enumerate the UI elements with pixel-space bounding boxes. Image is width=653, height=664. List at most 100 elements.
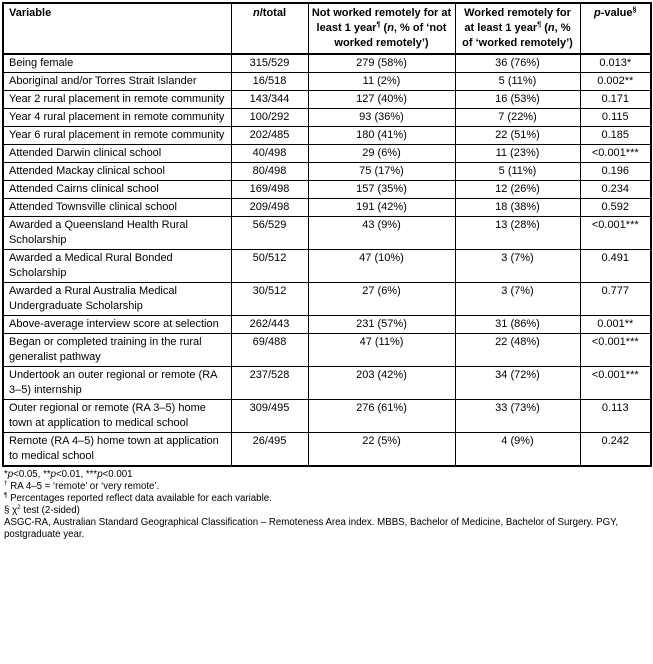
table-row: Began or completed training in the rural…	[2, 333, 652, 367]
header-p-value: p-value§	[579, 2, 652, 55]
cell-p-value: 0.592	[579, 198, 652, 217]
cell-n-total: 262/443	[230, 315, 309, 334]
cell-variable: Above-average interview score at selecti…	[2, 315, 232, 334]
cell-n-total: 40/498	[230, 144, 309, 163]
cell-not-worked-remotely: 47 (11%)	[307, 333, 456, 367]
cell-variable: Being female	[2, 53, 232, 73]
cell-worked-remotely: 31 (86%)	[454, 315, 581, 334]
table-row: Undertook an outer regional or remote (R…	[2, 366, 652, 400]
cell-not-worked-remotely: 231 (57%)	[307, 315, 456, 334]
cell-worked-remotely: 3 (7%)	[454, 249, 581, 283]
cell-n-total: 202/485	[230, 126, 309, 145]
cell-not-worked-remotely: 203 (42%)	[307, 366, 456, 400]
cell-worked-remotely: 13 (28%)	[454, 216, 581, 250]
table-row: Attended Mackay clinical school 80/498 7…	[2, 162, 652, 181]
cell-p-value: 0.196	[579, 162, 652, 181]
cell-not-worked-remotely: 47 (10%)	[307, 249, 456, 283]
cell-p-value: 0.113	[579, 399, 652, 433]
cell-not-worked-remotely: 191 (42%)	[307, 198, 456, 217]
cell-variable: Outer regional or remote (RA 3–5) home t…	[2, 399, 232, 433]
header-row: Variable n/total Not worked remotely for…	[2, 2, 652, 55]
cell-p-value: 0.115	[579, 108, 652, 127]
table-row: Awarded a Rural Australia Medical Underg…	[2, 282, 652, 316]
table-row: Attended Darwin clinical school 40/498 2…	[2, 144, 652, 163]
cell-not-worked-remotely: 43 (9%)	[307, 216, 456, 250]
cell-p-value: <0.001***	[579, 144, 652, 163]
cell-worked-remotely: 5 (11%)	[454, 72, 581, 91]
table-row: Aboriginal and/or Torres Strait Islander…	[2, 72, 652, 91]
header-n-total: n/total	[230, 2, 309, 55]
cell-variable: Attended Darwin clinical school	[2, 144, 232, 163]
header-worked-remotely: Worked remotely for at least 1 year¶ (n,…	[454, 2, 581, 55]
cell-n-total: 56/529	[230, 216, 309, 250]
cell-p-value: <0.001***	[579, 216, 652, 250]
cell-variable: Began or completed training in the rural…	[2, 333, 232, 367]
cell-p-value: 0.171	[579, 90, 652, 109]
table-row: Above-average interview score at selecti…	[2, 315, 652, 334]
cell-worked-remotely: 3 (7%)	[454, 282, 581, 316]
cell-p-value: 0.242	[579, 432, 652, 467]
table-row: Remote (RA 4–5) home town at application…	[2, 432, 652, 467]
cell-variable: Undertook an outer regional or remote (R…	[2, 366, 232, 400]
table-header: Variable n/total Not worked remotely for…	[2, 2, 652, 55]
cell-worked-remotely: 22 (48%)	[454, 333, 581, 367]
cell-n-total: 80/498	[230, 162, 309, 181]
cell-variable: Awarded a Queensland Health Rural Schola…	[2, 216, 232, 250]
cell-n-total: 237/528	[230, 366, 309, 400]
footnote-ra-definition: † RA 4–5 = ‘remote’ or ‘very remote’.	[4, 479, 160, 492]
cell-not-worked-remotely: 279 (58%)	[307, 53, 456, 73]
cell-variable: Awarded a Rural Australia Medical Underg…	[2, 282, 232, 316]
cell-n-total: 309/495	[230, 399, 309, 433]
cell-not-worked-remotely: 11 (2%)	[307, 72, 456, 91]
footnotes: *p<0.05, **p<0.01, ***p<0.001 † RA 4–5 =…	[2, 469, 651, 541]
cell-p-value: 0.002**	[579, 72, 652, 91]
cell-p-value: <0.001***	[579, 333, 652, 367]
table-row: Attended Cairns clinical school 169/498 …	[2, 180, 652, 199]
cell-worked-remotely: 5 (11%)	[454, 162, 581, 181]
cell-variable: Year 6 rural placement in remote communi…	[2, 126, 232, 145]
header-not-worked-remotely: Not worked remotely for at least 1 year¶…	[307, 2, 456, 55]
cell-not-worked-remotely: 127 (40%)	[307, 90, 456, 109]
cell-p-value: 0.234	[579, 180, 652, 199]
cell-worked-remotely: 22 (51%)	[454, 126, 581, 145]
cell-p-value: 0.185	[579, 126, 652, 145]
cell-n-total: 209/498	[230, 198, 309, 217]
table-row: Year 4 rural placement in remote communi…	[2, 108, 652, 127]
paper-table-page: Variable n/total Not worked remotely for…	[2, 2, 652, 541]
cell-not-worked-remotely: 180 (41%)	[307, 126, 456, 145]
cell-worked-remotely: 4 (9%)	[454, 432, 581, 467]
cell-worked-remotely: 16 (53%)	[454, 90, 581, 109]
cell-variable: Attended Cairns clinical school	[2, 180, 232, 199]
cell-p-value: 0.013*	[579, 53, 652, 73]
footnote-chi-square-test: § χ2 test (2-sided)	[4, 503, 80, 516]
cell-n-total: 100/292	[230, 108, 309, 127]
cell-worked-remotely: 12 (26%)	[454, 180, 581, 199]
table-row: Outer regional or remote (RA 3–5) home t…	[2, 399, 652, 433]
cell-n-total: 69/488	[230, 333, 309, 367]
cell-not-worked-remotely: 276 (61%)	[307, 399, 456, 433]
cell-n-total: 16/518	[230, 72, 309, 91]
cell-n-total: 26/495	[230, 432, 309, 467]
cell-worked-remotely: 7 (22%)	[454, 108, 581, 127]
table-row: Awarded a Queensland Health Rural Schola…	[2, 216, 652, 250]
cell-variable: Attended Mackay clinical school	[2, 162, 232, 181]
cell-not-worked-remotely: 29 (6%)	[307, 144, 456, 163]
table-row: Year 6 rural placement in remote communi…	[2, 126, 652, 145]
cell-worked-remotely: 11 (23%)	[454, 144, 581, 163]
header-variable: Variable	[2, 2, 232, 55]
table-row: Attended Townsville clinical school 209/…	[2, 198, 652, 217]
results-table: Variable n/total Not worked remotely for…	[2, 2, 652, 467]
footnote-abbreviations: ASGC-RA, Australian Standard Geographica…	[4, 517, 619, 540]
cell-not-worked-remotely: 27 (6%)	[307, 282, 456, 316]
cell-not-worked-remotely: 75 (17%)	[307, 162, 456, 181]
cell-n-total: 143/344	[230, 90, 309, 109]
table-row: Awarded a Medical Rural Bonded Scholarsh…	[2, 249, 652, 283]
cell-not-worked-remotely: 93 (36%)	[307, 108, 456, 127]
cell-p-value: 0.001**	[579, 315, 652, 334]
cell-not-worked-remotely: 22 (5%)	[307, 432, 456, 467]
cell-p-value: 0.491	[579, 249, 652, 283]
cell-variable: Aboriginal and/or Torres Strait Islander	[2, 72, 232, 91]
cell-not-worked-remotely: 157 (35%)	[307, 180, 456, 199]
table-body: Being female 315/529 279 (58%) 36 (76%) …	[2, 53, 652, 467]
cell-worked-remotely: 34 (72%)	[454, 366, 581, 400]
